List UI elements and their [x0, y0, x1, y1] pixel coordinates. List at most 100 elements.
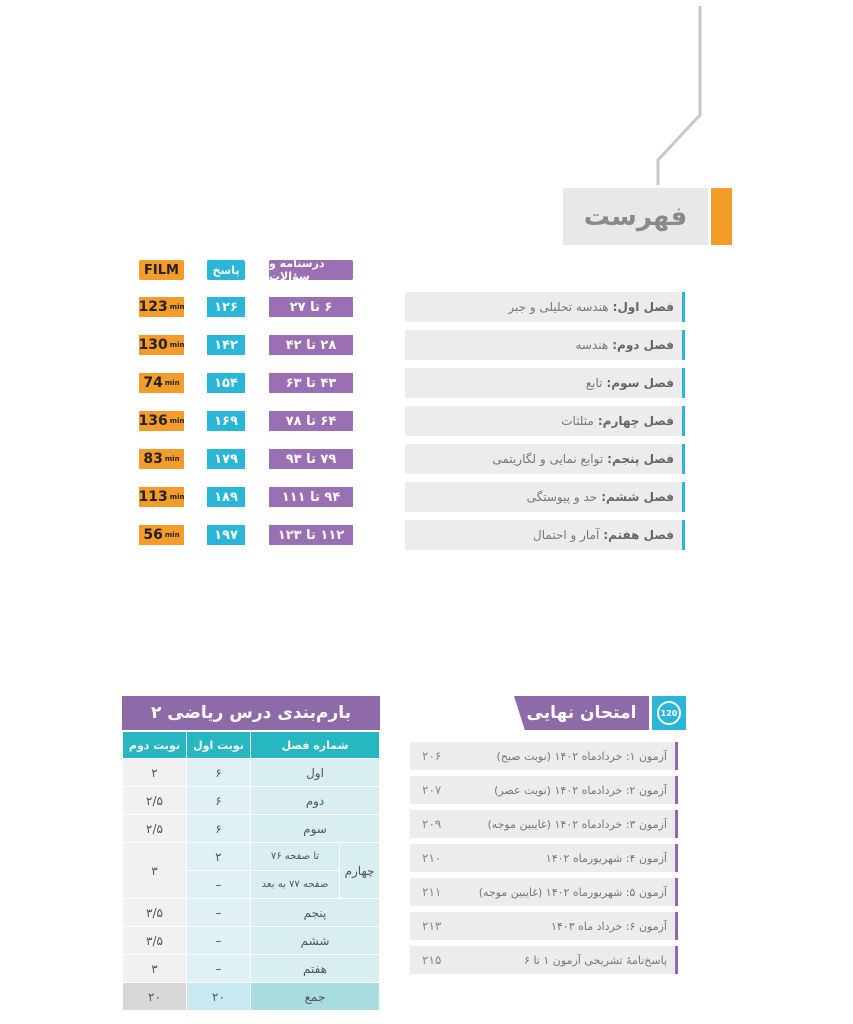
- sub-range-cell: تا صفحه ۷۶: [250, 842, 340, 871]
- exam-title: آزمون ۲: خردادماه ۱۴۰۲ (نوبت عصر): [494, 783, 667, 797]
- chapter-topic: تابع: [585, 376, 603, 390]
- exam-row[interactable]: آزمون ۴: شهریورماه ۱۴۰۲ ۲۱۰: [410, 844, 678, 872]
- chapter-label: فصل دوم:: [612, 338, 674, 352]
- film-minutes: 123: [138, 299, 168, 315]
- chapter-film-duration[interactable]: 56 min: [139, 525, 184, 545]
- exam-row[interactable]: آزمون ۶: خرداد ماه ۱۴۰۳ ۲۱۳: [410, 912, 678, 940]
- second-term-cell: ۳/۵: [122, 926, 187, 955]
- chapter-film-duration[interactable]: 74 min: [139, 373, 184, 393]
- chapter-pages: ۴۳ تا ۶۳: [269, 373, 353, 393]
- exam-page-number: ۲۱۵: [422, 953, 442, 967]
- film-unit: min: [169, 341, 185, 349]
- table-row: سوم ۶ ۲/۵: [122, 814, 380, 843]
- header-answers: پاسخ: [207, 260, 245, 280]
- exam-row[interactable]: آزمون ۲: خردادماه ۱۴۰۲ (نوبت عصر) ۲۰۷: [410, 776, 678, 804]
- table-total-row: جمع ۲۰ ۲۰: [122, 982, 380, 1011]
- table-row: اول ۶ ۲: [122, 758, 380, 787]
- header-pages: درسنامه و سؤالات: [269, 257, 353, 283]
- chapter-film-duration[interactable]: 130 min: [139, 335, 184, 355]
- page-title: فهرست: [583, 201, 688, 232]
- exam-title: آزمون ۱: خردادماه ۱۴۰۲ (نوبت صبح): [496, 749, 667, 763]
- chapter-answer-page: ۱۶۹: [207, 411, 245, 431]
- chapter-label: فصل پنجم:: [607, 452, 674, 466]
- chapter-topic: هندسه تحلیلی و جبر: [508, 300, 609, 314]
- film-minutes: 56: [143, 527, 163, 543]
- decorative-line: [656, 6, 702, 185]
- exam-title: پاسخ‌نامهٔ تشریحی آزمون ۱ تا ۶: [524, 953, 667, 967]
- film-minutes: 74: [143, 375, 163, 391]
- chapter-film-duration[interactable]: 123 min: [139, 297, 184, 317]
- chapter-row[interactable]: فصل ششم: حد و پیوستگی: [405, 482, 685, 512]
- chapter-pages: ۷۹ تا ۹۳: [269, 449, 353, 469]
- first-term-cell: ۶: [186, 786, 251, 815]
- header-film: FILM: [139, 260, 184, 280]
- second-term-cell: ۲: [122, 758, 187, 787]
- chapter-row[interactable]: فصل اول: هندسه تحلیلی و جبر: [405, 292, 685, 322]
- total-label-cell: جمع: [250, 982, 380, 1011]
- header-second-term: نوبت دوم: [122, 731, 187, 759]
- film-unit: min: [164, 531, 180, 539]
- chapter-pages: ۶۴ تا ۷۸: [269, 411, 353, 431]
- table-row: پنجم – ۳/۵: [122, 898, 380, 927]
- table-row: چهارم تا صفحه ۷۶ ۲ ۳: [122, 842, 380, 899]
- chapter-answer-page: ۱۵۴: [207, 373, 245, 393]
- film-unit: min: [164, 379, 180, 387]
- chapter-cell: ششم: [250, 926, 380, 955]
- exam-row[interactable]: آزمون ۵: شهریورماه ۱۴۰۲ (غایبین موجه) ۲۱۱: [410, 878, 678, 906]
- first-term-cell: –: [186, 870, 251, 899]
- first-term-cell: –: [186, 898, 251, 927]
- chapter-topic: هندسه: [575, 338, 609, 352]
- chapter-cell: هفتم: [250, 954, 380, 983]
- chapter-answer-page: ۱۲۶: [207, 297, 245, 317]
- exam-page-number: ۲۰۶: [422, 749, 442, 763]
- chapter-row[interactable]: فصل پنجم: توابع نمایی و لگاریتمی: [405, 444, 685, 474]
- exam-page-number: ۲۱۱: [422, 885, 442, 899]
- timer-icon: 120: [652, 696, 686, 730]
- chapter-film-duration[interactable]: 83 min: [139, 449, 184, 469]
- chapter-label: فصل اول:: [612, 300, 674, 314]
- chapter-cell: چهارم: [339, 842, 380, 899]
- chapter-row[interactable]: فصل هفتم: آمار و احتمال: [405, 520, 685, 550]
- film-minutes: 83: [143, 451, 163, 467]
- exam-section-title: امتحان نهایی: [514, 696, 649, 730]
- header-chapter: شماره فصل: [250, 731, 380, 759]
- table-row: هفتم – ۳: [122, 954, 380, 983]
- film-unit: min: [169, 417, 185, 425]
- chapter-film-duration[interactable]: 113 min: [139, 487, 184, 507]
- second-term-cell: ۳: [122, 954, 187, 983]
- chapter-topic: حد و پیوستگی: [526, 490, 598, 504]
- chapter-film-duration[interactable]: 136 min: [139, 411, 184, 431]
- second-term-cell: ۲/۵: [122, 814, 187, 843]
- exam-title: آزمون ۴: شهریورماه ۱۴۰۲: [545, 851, 667, 865]
- film-minutes: 136: [138, 413, 168, 429]
- exam-page-number: ۲۱۰: [422, 851, 442, 865]
- page-title-banner: فهرست: [563, 188, 708, 245]
- chapter-row[interactable]: فصل چهارم: مثلثات: [405, 406, 685, 436]
- first-term-cell: –: [186, 926, 251, 955]
- chapter-label: فصل چهارم:: [597, 414, 674, 428]
- chapter-pages: ۶ تا ۲۷: [269, 297, 353, 317]
- exam-title: آزمون ۶: خرداد ماه ۱۴۰۳: [550, 919, 667, 933]
- chapter-pages: ۹۴ تا ۱۱۱: [269, 487, 353, 507]
- title-accent-bar: [711, 188, 732, 245]
- film-minutes: 130: [138, 337, 168, 353]
- first-term-cell: ۲: [186, 842, 251, 871]
- chapter-row[interactable]: فصل سوم: تابع: [405, 368, 685, 398]
- chapter-answer-page: ۱۴۲: [207, 335, 245, 355]
- second-term-cell: ۳: [122, 842, 187, 899]
- chapter-pages: ۲۸ تا ۴۲: [269, 335, 353, 355]
- chapter-answer-page: ۱۷۹: [207, 449, 245, 469]
- exam-row[interactable]: آزمون ۱: خردادماه ۱۴۰۲ (نوبت صبح) ۲۰۶: [410, 742, 678, 770]
- table-row: صفحه ۷۷ به بعد –: [123, 870, 380, 899]
- chapter-cell: پنجم: [250, 898, 380, 927]
- exam-row[interactable]: آزمون ۳: خردادماه ۱۴۰۲ (غایبین موجه) ۲۰۹: [410, 810, 678, 838]
- chapter-topic: آمار و احتمال: [533, 528, 600, 542]
- timer-icon-text: 120: [657, 701, 681, 725]
- exam-row[interactable]: پاسخ‌نامهٔ تشریحی آزمون ۱ تا ۶ ۲۱۵: [410, 946, 678, 974]
- chapter-label: فصل ششم:: [601, 490, 674, 504]
- score-table-header: شماره فصل نوبت اول نوبت دوم: [122, 731, 380, 759]
- exam-title: آزمون ۳: خردادماه ۱۴۰۲ (غایبین موجه): [487, 817, 667, 831]
- header-first-term: نوبت اول: [186, 731, 251, 759]
- chapter-row[interactable]: فصل دوم: هندسه: [405, 330, 685, 360]
- chapter-cell: دوم: [250, 786, 380, 815]
